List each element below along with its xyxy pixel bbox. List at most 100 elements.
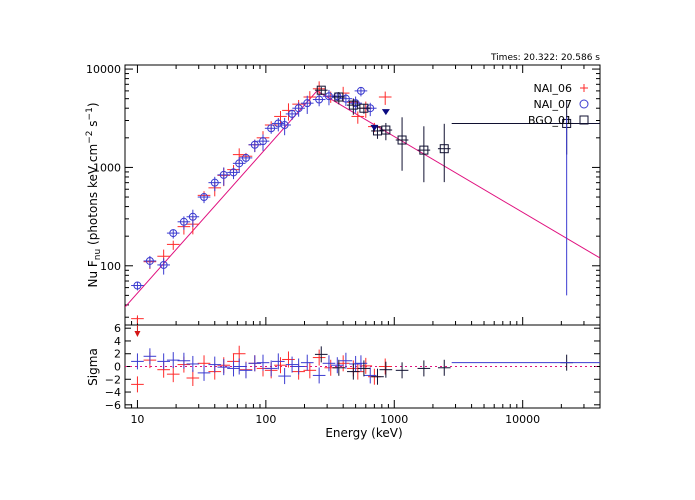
residual-bgo_01 — [437, 359, 451, 376]
data-point-bgo_01 — [379, 122, 393, 141]
circle-marker — [315, 95, 324, 104]
data-point-nai_07 — [217, 167, 231, 186]
residual-nai_07 — [330, 357, 344, 374]
data-point-nai_07 — [292, 102, 305, 117]
legend-label-bgo_01: BGO_01 — [528, 114, 572, 127]
residual-nai_07 — [157, 353, 170, 370]
residual-nai_07 — [349, 355, 362, 372]
upper-limit-arrow — [381, 109, 390, 116]
data-point-bgo_01 — [437, 123, 451, 183]
square-marker — [397, 135, 407, 145]
data-point-nai_07 — [186, 209, 200, 227]
sigma-tick-label: 6 — [114, 322, 121, 335]
top-panel: 100 1000 10000 NAI_06 NAI_07 BGO_01 — [86, 63, 601, 326]
data-point-nai_06 — [378, 91, 392, 105]
residual-nai_07 — [208, 356, 222, 373]
y-axis-title-mid: s — [86, 120, 100, 130]
residual-nai_07 — [232, 358, 246, 375]
circle-marker — [219, 170, 228, 179]
circle-marker — [188, 212, 197, 221]
circle-marker — [303, 99, 312, 108]
data-point-nai_07 — [285, 109, 299, 121]
sigma-tick-label: 4 — [114, 335, 121, 348]
residual-nai_07 — [143, 348, 157, 365]
residual-nai_07 — [256, 354, 270, 371]
data-point-nai_07 — [166, 229, 180, 239]
circle-marker — [356, 86, 365, 95]
y-axis-title: Nu Fnu (photons keV cm−2 s−1) — [85, 102, 103, 287]
circle-marker — [258, 137, 267, 146]
sigma-tick-label: 0 — [114, 361, 121, 374]
circle-marker — [133, 281, 142, 290]
residual-bgo_01 — [332, 359, 346, 376]
square-marker — [359, 103, 369, 113]
data-point-nai_07 — [278, 117, 291, 136]
data-point-nai_07 — [232, 157, 246, 173]
residual-nai_06 — [131, 376, 144, 393]
residual-nai_07 — [300, 354, 314, 371]
circle-marker — [250, 140, 259, 149]
data-point-bgo_01 — [417, 126, 431, 183]
times-label: Times: 20.322: 20.586 s — [490, 53, 600, 63]
residual-nai_07 — [322, 355, 336, 372]
circle-marker — [210, 178, 219, 187]
sigma-axis-title: Sigma — [86, 348, 100, 386]
data-point-bgo_01 — [395, 117, 409, 171]
residual-nai_06 — [378, 358, 392, 375]
residual-nai_06 — [359, 357, 373, 374]
residual-nai_06 — [312, 349, 326, 366]
residual-nai_06 — [303, 362, 317, 379]
y-tick-label: 10000 — [86, 63, 121, 76]
residual-bgo_01 — [314, 346, 328, 363]
sigma-tick-label: −2 — [105, 373, 121, 386]
circle-marker — [159, 260, 168, 269]
data-point-nai_07 — [227, 167, 240, 180]
y-axis-title-exp2: −1 — [85, 107, 95, 120]
data-point-bgo_01 — [357, 103, 371, 114]
y-axis-title-main: Nu F — [86, 260, 100, 287]
sigma-tick-label: −6 — [105, 399, 121, 412]
y-tick-label: 100 — [100, 260, 121, 273]
residual-nai_07 — [339, 352, 353, 369]
residual-nai_07 — [278, 368, 291, 385]
data-point-nai_07 — [177, 216, 191, 230]
data-point-nai_07 — [312, 94, 326, 107]
legend-label-nai_06: NAI_06 — [534, 82, 573, 95]
x-tick-label: 1000 — [380, 413, 408, 426]
circle-marker — [288, 109, 297, 118]
residual-bgo_01 — [371, 368, 384, 385]
square-marker — [419, 145, 429, 155]
circle-marker — [229, 168, 238, 177]
data-point-nai_06 — [274, 110, 287, 125]
data-point-nai_07 — [264, 124, 278, 134]
data-point-nai_07 — [239, 153, 253, 163]
legend-square-marker — [579, 115, 589, 125]
circle-marker — [235, 159, 244, 168]
residual-bgo_01 — [417, 360, 431, 377]
y-axis-title-sub: nu — [93, 249, 103, 260]
residual-bgo_01 — [379, 361, 393, 378]
residual-nai_07 — [131, 353, 144, 370]
circle-marker — [241, 153, 250, 162]
data-point-nai_07 — [300, 95, 314, 114]
x-tick-label: 10 — [130, 413, 144, 426]
data-point-bgo_01 — [347, 98, 360, 115]
data-point-nai_07 — [131, 281, 144, 291]
y-tick-label: 1000 — [93, 161, 121, 174]
upper-limit-arrow — [370, 124, 379, 131]
residual-bgo_01 — [395, 362, 409, 379]
residual-nai_07 — [292, 358, 305, 375]
residual-nai_06 — [166, 366, 180, 383]
data-point-nai_07 — [354, 86, 368, 97]
data-point-nai_07 — [143, 255, 157, 269]
circle-marker — [200, 193, 209, 202]
y-axis-title-exp1: −2 — [85, 131, 95, 144]
square-marker — [316, 85, 326, 95]
residual-nai_07 — [264, 360, 278, 377]
square-marker — [439, 144, 449, 154]
data-point-nai_06 — [351, 111, 365, 124]
lower-limit-arrow — [134, 331, 141, 337]
residual-bgo_01 — [347, 363, 360, 380]
circle-marker — [145, 256, 154, 265]
